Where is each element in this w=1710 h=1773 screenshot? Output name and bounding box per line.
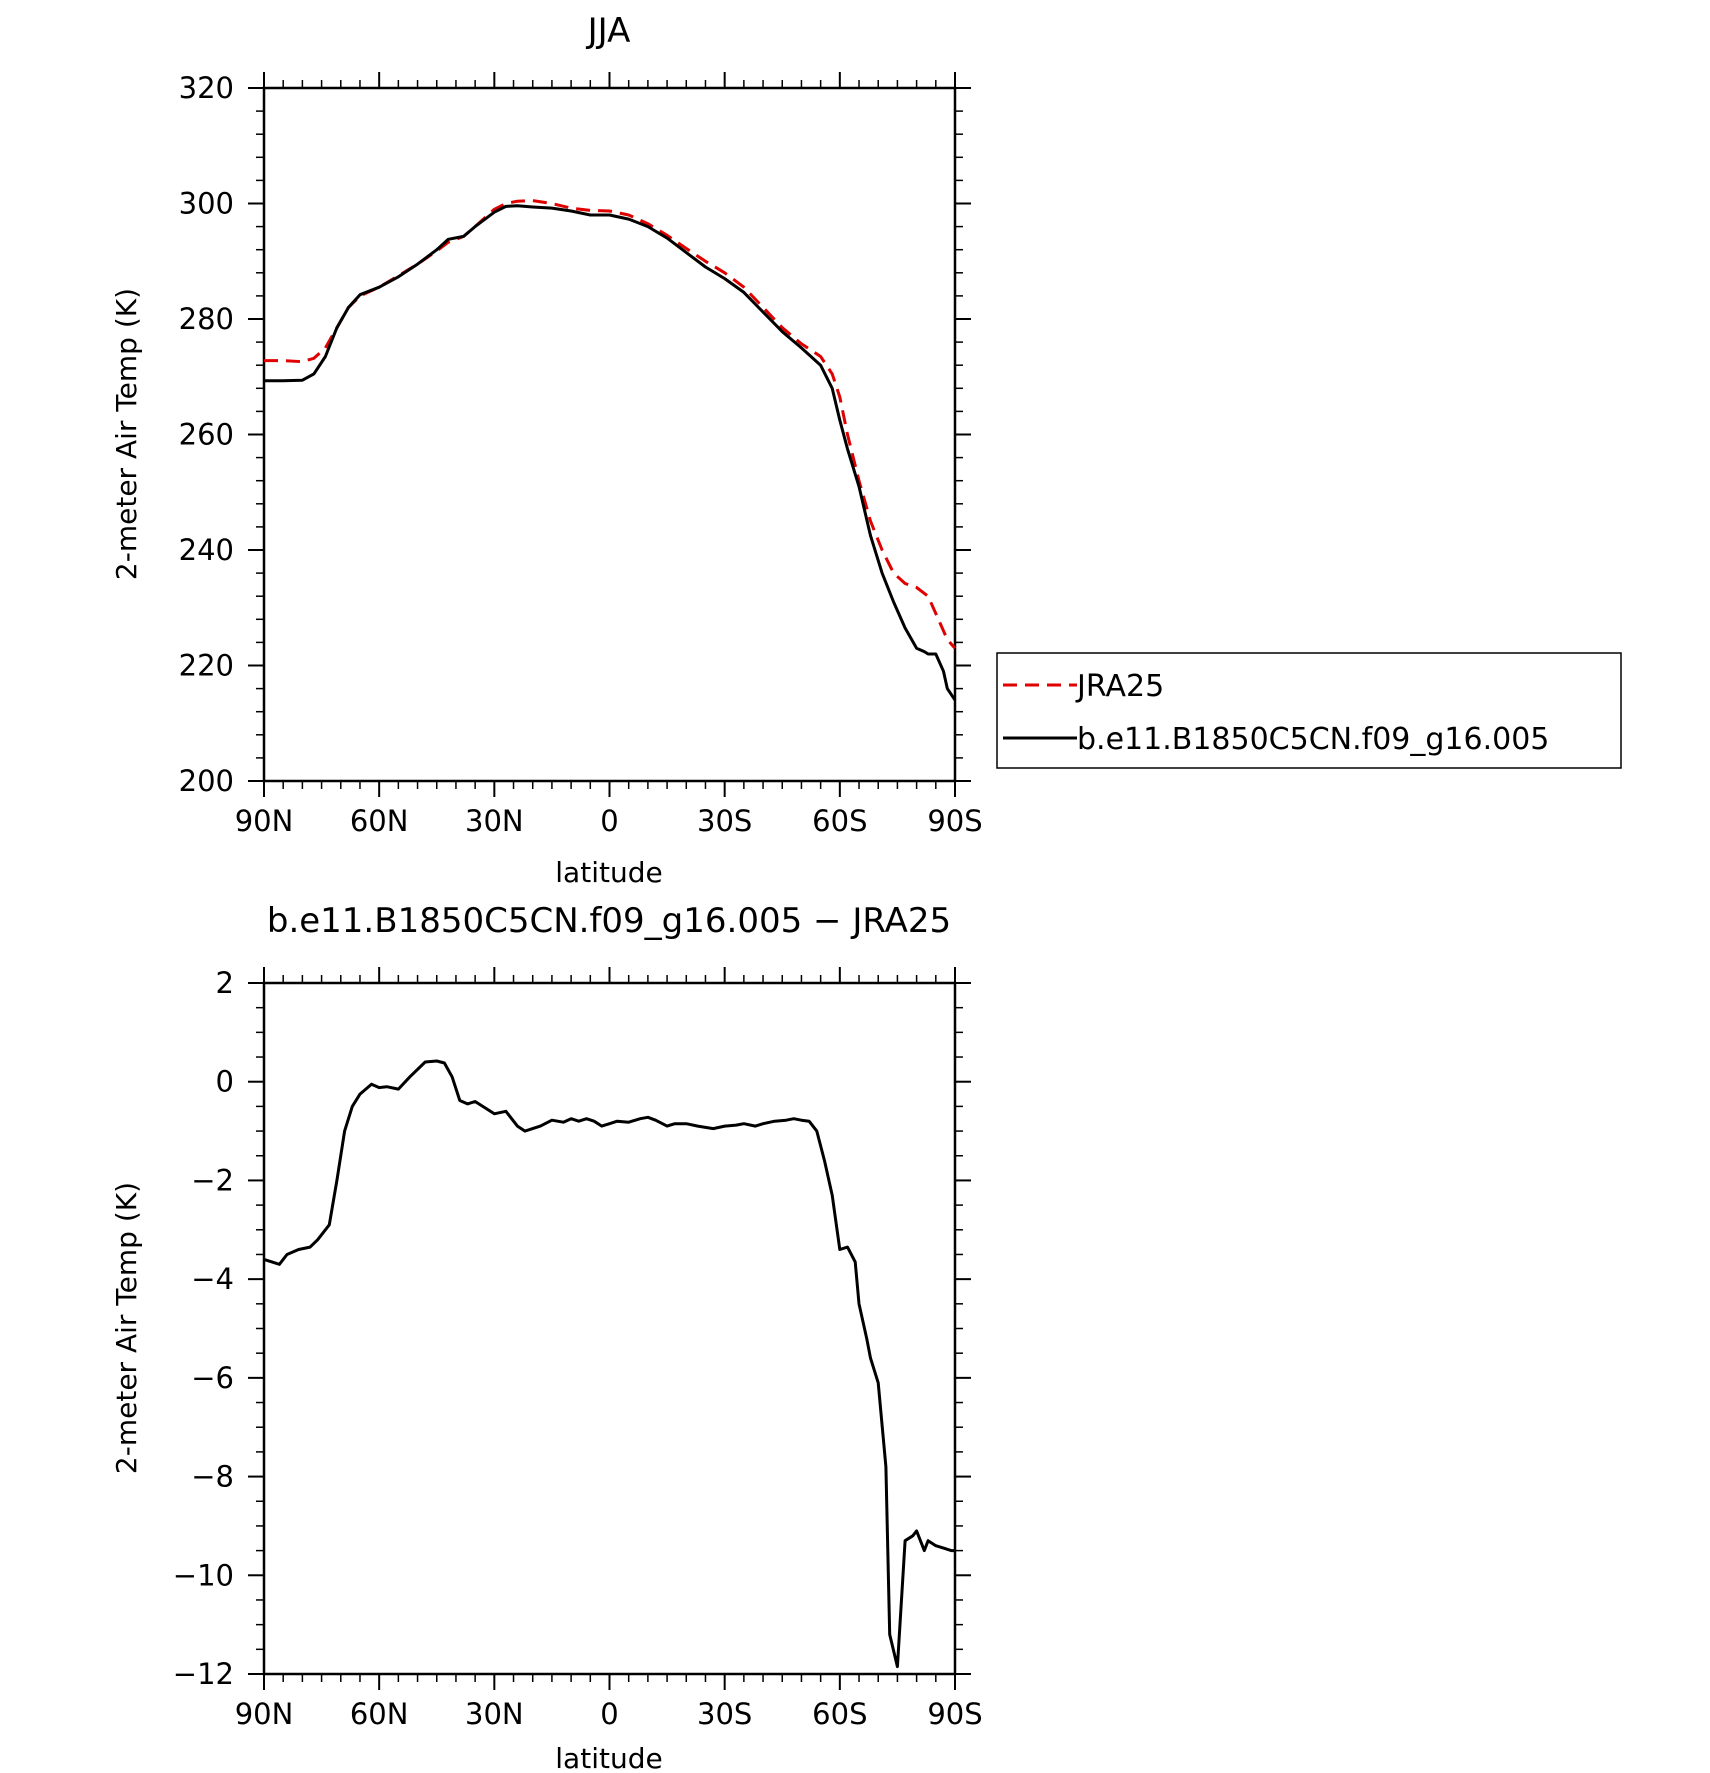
- top-plot-frame: [262, 86, 957, 783]
- bottom-y-tick-label: 2: [216, 966, 234, 1000]
- top-y-tick-label: 320: [179, 71, 234, 105]
- bottom-x-axis-label: latitude: [555, 1742, 662, 1773]
- top-x-tick-label: 60N: [350, 804, 409, 838]
- top-y-tick-label: 240: [179, 533, 234, 567]
- top-y-tick-label: 280: [179, 302, 234, 336]
- top-x-tick-label: 60S: [812, 804, 867, 838]
- top-x-tick-label: 0: [600, 804, 618, 838]
- bottom-y-axis-label: 2-meter Air Temp (K): [110, 1182, 143, 1474]
- bottom-x-tick-label: 90S: [927, 1697, 982, 1731]
- top-x-tick-label: 30S: [697, 804, 752, 838]
- bottom-x-tick-label: 60N: [350, 1697, 409, 1731]
- top-x-tick-label: 30N: [465, 804, 524, 838]
- top-y-axis-label: 2-meter Air Temp (K): [110, 288, 143, 580]
- bottom-x-tick-label: 30N: [465, 1697, 524, 1731]
- bottom-plot-area: 90N 60N 30N 0 30S 60S 90S −12 −10 −8 −6 −4 −2 0 2: [173, 966, 983, 1731]
- top-panel: JJA 90N 60N 30N 0 30S 60S 90S 200 220 240 260 280 30…: [110, 11, 1622, 889]
- bottom-y-tick-label: −4: [191, 1262, 234, 1296]
- bottom-x-tick-label: 60S: [812, 1697, 867, 1731]
- top-plot-area: 90N 60N 30N 0 30S 60S 90S 200 220 240 260 280 300 320: [179, 71, 983, 838]
- bottom-y-tick-label: −8: [191, 1460, 234, 1494]
- top-x-axis-label: latitude: [555, 856, 662, 889]
- top-y-tick-label: 200: [179, 764, 234, 798]
- bottom-y-tick-label: −10: [173, 1558, 234, 1592]
- bottom-x-tick-label: 90N: [235, 1697, 294, 1731]
- top-y-tick-label: 220: [179, 649, 234, 683]
- top-y-tick-label: 260: [179, 418, 234, 452]
- bottom-panel: b.e11.B1850C5CN.f09_g16.005 − JRA25 90N 6…: [110, 901, 983, 1773]
- bottom-y-tick-label: 0: [216, 1065, 234, 1099]
- top-y-tick-label: 300: [179, 187, 234, 221]
- bottom-y-tick-label: −2: [191, 1163, 234, 1197]
- legend-label-jra25: JRA25: [1075, 669, 1164, 704]
- legend-label-model: b.e11.B1850C5CN.f09_g16.005: [1077, 722, 1549, 757]
- top-chart-title: JJA: [586, 11, 631, 51]
- bottom-x-tick-label: 0: [600, 1697, 618, 1731]
- bottom-y-tick-label: −12: [173, 1657, 234, 1691]
- top-x-tick-label: 90S: [927, 804, 982, 838]
- top-x-tick-label: 90N: [235, 804, 294, 838]
- top-jra25-line: [264, 199, 957, 650]
- bottom-difference-line: [263, 1059, 955, 1669]
- bottom-x-tick-label: 30S: [697, 1697, 752, 1731]
- top-model-line: [264, 204, 957, 701]
- bottom-chart-title: b.e11.B1850C5CN.f09_g16.005 − JRA25: [267, 901, 951, 941]
- legend-box: [996, 652, 1622, 769]
- bottom-y-tick-label: −6: [191, 1361, 234, 1395]
- legend: JRA25 b.e11.B1850C5CN.f09_g16.005: [996, 652, 1622, 769]
